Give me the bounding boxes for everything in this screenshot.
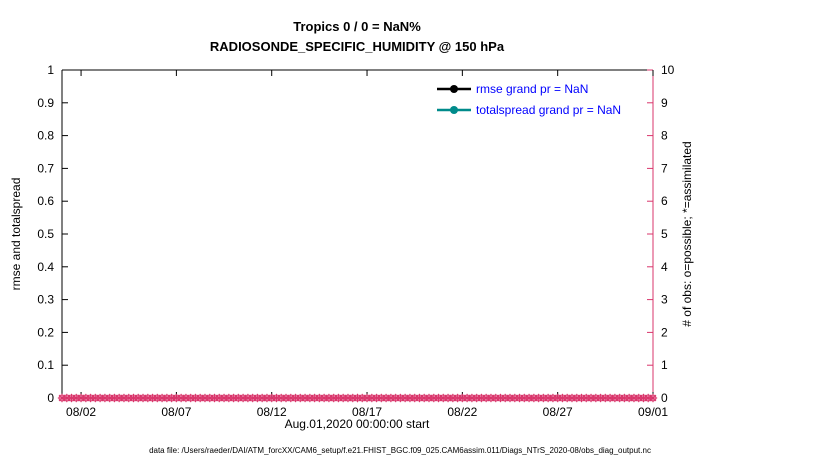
legend: rmse grand pr = NaN totalspread grand pr …	[437, 82, 621, 117]
x-tick-label: 08/12	[257, 405, 287, 419]
y-tick-label-left: 0.6	[37, 194, 54, 208]
y-tick-label-right: 0	[661, 391, 668, 405]
y-tick-label-left: 1	[47, 63, 54, 77]
y-tick-label-left: 0.3	[37, 293, 54, 307]
y-axis-right-label: # of obs: o=possible; *=assimilated	[680, 141, 694, 326]
obs-marker-assimilated	[649, 394, 657, 402]
chart-title: Tropics 0 / 0 = NaN%	[293, 19, 421, 34]
x-tick-label: 09/01	[638, 405, 668, 419]
legend-marker	[450, 85, 458, 93]
y-tick-label-right: 5	[661, 227, 668, 241]
legend-label: totalspread grand pr = NaN	[476, 103, 621, 117]
legend-label: rmse grand pr = NaN	[476, 82, 588, 96]
y-axis-left-label: rmse and totalspread	[9, 178, 23, 291]
x-tick-label: 08/07	[161, 405, 191, 419]
y-tick-label-left: 0.9	[37, 96, 54, 110]
y-tick-label-left: 0.5	[37, 227, 54, 241]
y-tick-label-right: 1	[661, 358, 668, 372]
legend-marker	[450, 106, 458, 114]
obs-markers	[57, 393, 658, 403]
x-axis-label: Aug.01,2020 00:00:00 start	[285, 417, 430, 431]
data-file-footer: data file: /Users/raeder/DAI/ATM_forcXX/…	[149, 446, 651, 455]
y-tick-label-left: 0	[47, 391, 54, 405]
x-tick-label: 08/17	[352, 405, 382, 419]
y-tick-label-right: 10	[661, 63, 675, 77]
y-tick-label-left: 0.7	[37, 161, 54, 175]
y-tick-label-left: 0.4	[37, 260, 54, 274]
y-tick-label-right: 4	[661, 260, 668, 274]
x-tick-label: 08/27	[543, 405, 573, 419]
y-tick-label-left: 0.8	[37, 129, 54, 143]
y-tick-label-left: 0.2	[37, 325, 54, 339]
y-tick-label-right: 7	[661, 161, 668, 175]
y-tick-label-right: 6	[661, 194, 668, 208]
y-tick-label-right: 9	[661, 96, 668, 110]
y-tick-label-right: 2	[661, 325, 668, 339]
x-tick-label: 08/22	[447, 405, 477, 419]
y-tick-label-left: 0.1	[37, 358, 54, 372]
chart-subtitle: RADIOSONDE_SPECIFIC_HUMIDITY @ 150 hPa	[210, 39, 505, 54]
y-tick-label-right: 8	[661, 129, 668, 143]
y-tick-label-right: 3	[661, 293, 668, 307]
x-tick-label: 08/02	[66, 405, 96, 419]
